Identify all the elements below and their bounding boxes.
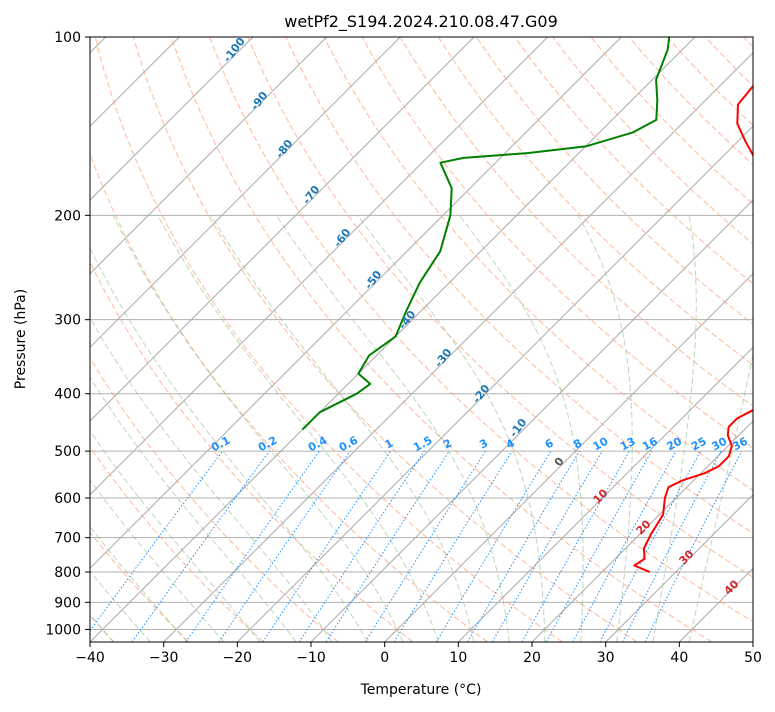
mixing-ratio-line (394, 451, 512, 642)
dewpoint-profile-line (302, 37, 669, 430)
isotherm-line (753, 37, 775, 642)
isotherm-line (0, 37, 327, 642)
isotherm-label: -60 (331, 226, 354, 250)
x-tick-label: 10 (449, 650, 467, 666)
x-tick-label: 30 (597, 650, 615, 666)
mixing-ratio-line (645, 451, 742, 642)
pressure-gridlines (90, 37, 753, 629)
y-tick-label: 1000 (45, 622, 81, 638)
mixing-ratio-line (573, 451, 676, 642)
dry-adiabats (0, 37, 775, 642)
y-tick-label: 800 (54, 565, 81, 581)
moist-adiabat-line (653, 215, 697, 642)
y-tick-label: 100 (54, 30, 81, 46)
isotherms (0, 37, 775, 642)
mixing-ratio-label: 6 (543, 436, 556, 451)
mixing-ratio-label: 25 (689, 435, 709, 454)
x-tick-label: −10 (296, 650, 326, 666)
dry-adiabat-line (438, 37, 775, 642)
moist-adiabat-line (0, 215, 224, 642)
y-tick-label: 700 (54, 531, 81, 547)
mixing-ratio-line (522, 451, 629, 642)
mixing-ratio-label: 3 (477, 436, 490, 451)
mixing-ratio-line (546, 451, 651, 642)
mixing-ratio-lines (82, 451, 742, 642)
mixing-ratio-label: 30 (710, 435, 730, 454)
moist-adiabat-line (0, 215, 260, 642)
y-tick-label: 900 (54, 595, 81, 611)
moist-adiabat-line (578, 215, 632, 642)
moist-adiabat-line (75, 215, 368, 642)
y-tick-label: 300 (54, 313, 81, 329)
x-axis-label: Temperature (°C) (360, 682, 482, 698)
moist-adiabats (0, 215, 775, 642)
isotherm-labels: -100-90-80-70-60-50-40-30-20-100 (221, 35, 567, 469)
y-tick-label: 500 (54, 444, 81, 460)
x-tick-label: 20 (523, 650, 541, 666)
mixing-ratio-label: 20 (664, 435, 684, 454)
adiabat-label: 40 (722, 577, 742, 597)
x-axis-ticks: −40 −30 −20 −10 0 10 20 30 40 50 (75, 642, 762, 666)
isotherm-line (311, 37, 775, 642)
mixing-ratio-label: 16 (640, 435, 660, 454)
isotherm-line (164, 37, 769, 642)
isotherm-label: -70 (300, 183, 323, 207)
moist-adiabat-line (0, 215, 187, 642)
mixing-ratio-label: 13 (618, 435, 638, 454)
mixing-ratio-line (263, 451, 391, 642)
dry-adiabat-line (477, 37, 775, 642)
x-tick-label: 50 (744, 650, 762, 666)
y-tick-label: 600 (54, 491, 81, 507)
isotherm-label: -80 (273, 137, 296, 161)
plot-frame (90, 37, 753, 642)
adiabat-label: 30 (677, 547, 697, 567)
dry-adiabat-line (133, 37, 637, 642)
isotherm-label: -100 (221, 35, 248, 65)
x-tick-label: 40 (670, 650, 688, 666)
dry-adiabat-line (57, 37, 488, 642)
dry-adiabat-line (0, 37, 338, 642)
y-axis-ticks: 100 200 300 400 500 600 700 800 900 1000 (45, 30, 90, 638)
isotherm-label: -90 (248, 89, 271, 113)
dry-adiabat-line (19, 37, 413, 642)
dry-adiabat-line (744, 37, 775, 642)
dry-adiabat-line (95, 37, 562, 642)
isotherm-line (679, 37, 775, 642)
isotherm-line (16, 37, 621, 642)
y-tick-label: 200 (54, 208, 81, 224)
dry-adiabat-line (553, 37, 775, 642)
sounding-series (302, 37, 775, 572)
y-tick-label: 400 (54, 387, 81, 403)
isotherm-label: -20 (470, 382, 493, 406)
isotherm-line (0, 37, 400, 642)
isotherm-line (0, 37, 253, 642)
x-tick-label: −20 (223, 650, 253, 666)
isotherm-label: -30 (432, 346, 455, 370)
moist-adiabat-line (41, 215, 332, 642)
isotherm-label: -50 (362, 268, 385, 292)
x-tick-label: 0 (380, 650, 389, 666)
dry-adiabat-line (0, 37, 263, 642)
x-tick-label: −40 (75, 650, 105, 666)
mixing-ratio-label: 2 (441, 436, 454, 451)
temperature-profile-line (634, 37, 775, 572)
mixing-ratio-label: 10 (591, 435, 611, 454)
chart-title: wetPf2_S194.2024.210.08.47.G09 (284, 12, 558, 32)
mixing-ratio-line (299, 451, 424, 642)
dry-adiabat-line (172, 37, 712, 642)
x-tick-label: −30 (149, 650, 179, 666)
mixing-ratio-line (132, 451, 269, 642)
y-axis-label: Pressure (hPa) (13, 289, 29, 389)
mixing-ratio-label: 36 (730, 435, 750, 454)
plot-area (0, 37, 775, 642)
mixing-ratio-line (326, 451, 449, 642)
isotherm-label: 0 (552, 455, 567, 469)
